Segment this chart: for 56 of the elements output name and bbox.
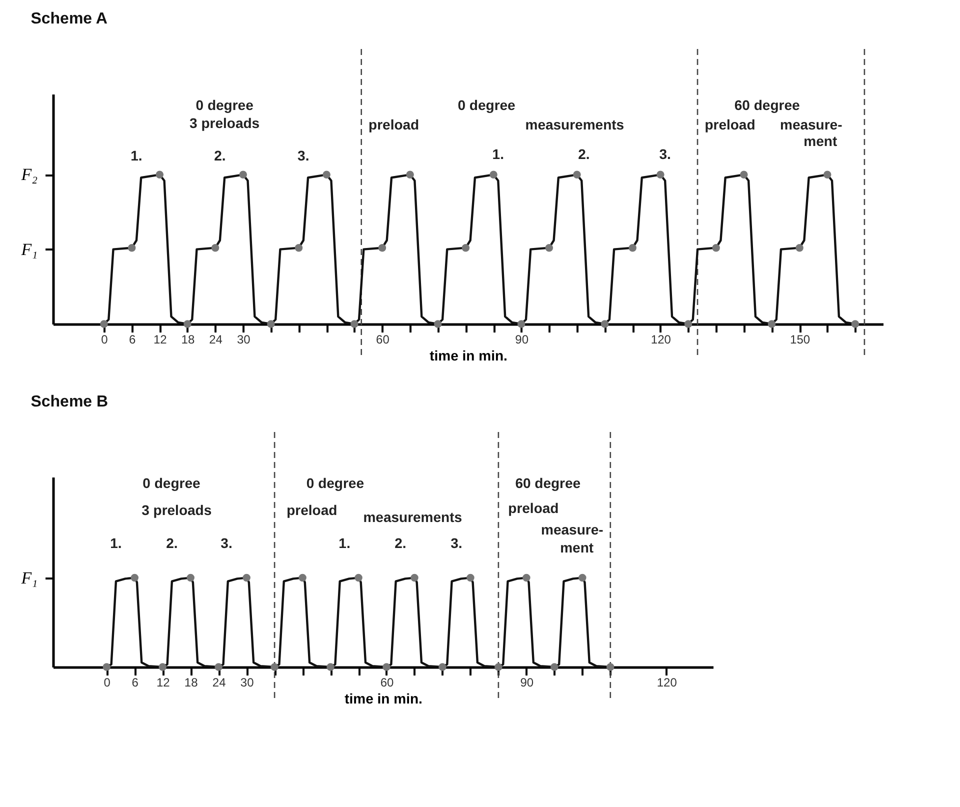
text: 3 preloads — [190, 114, 260, 131]
x-tick-label: 24 — [212, 676, 226, 690]
text: 0 degree — [306, 475, 364, 492]
text: F₂ — [20, 165, 38, 184]
text: F₁ — [20, 240, 38, 259]
x-tick-label: 0 — [104, 676, 111, 690]
x-tick-label: 90 — [520, 676, 534, 690]
x-tick-label: 18 — [181, 332, 195, 346]
text: F₁ — [20, 568, 38, 588]
x-tick-label: 90 — [515, 332, 529, 346]
text: 60 degree — [734, 96, 800, 113]
text: 0 degree — [142, 475, 200, 492]
x-axis-title: time in min. — [430, 348, 508, 364]
text: 1. — [492, 146, 504, 162]
text: 0 degree — [196, 96, 254, 113]
x-tick-label: 30 — [236, 332, 251, 346]
x-axis-title: time in min. — [344, 690, 422, 706]
x-tick-label: 60 — [380, 676, 394, 690]
text: measure- — [780, 116, 843, 132]
x-tick-label: 30 — [240, 676, 254, 690]
text: measurements — [363, 509, 462, 526]
text: 2. — [578, 146, 590, 162]
text: 1. — [110, 534, 122, 551]
x-tick-label: 12 — [156, 676, 170, 690]
x-tick-label: 150 — [790, 332, 810, 346]
text: preload — [368, 116, 420, 132]
x-tick-label: 6 — [132, 676, 139, 690]
text: 1. — [338, 534, 350, 551]
x-tick-label: 12 — [153, 332, 168, 346]
text: ment — [804, 132, 838, 149]
text: 3 preloads — [142, 502, 212, 518]
text: 0 degree — [458, 96, 516, 113]
text: 1. — [130, 148, 142, 164]
x-tick-label: 60 — [376, 332, 390, 346]
text: preload — [704, 116, 756, 132]
text: 2. — [214, 148, 226, 164]
text: measurements — [525, 116, 624, 132]
text: 60 degree — [515, 475, 581, 492]
text: preload — [286, 502, 338, 518]
text: preload — [508, 500, 559, 516]
text: 3. — [450, 534, 462, 551]
text: 2. — [394, 534, 406, 551]
chart-title: Scheme A — [30, 10, 108, 28]
text: measure- — [541, 522, 604, 538]
x-tick-label: 24 — [209, 332, 223, 346]
text: 3. — [659, 146, 671, 162]
text: 3. — [220, 534, 232, 551]
x-tick-label: 0 — [101, 332, 108, 346]
x-tick-label: 120 — [650, 332, 672, 346]
chart-title: Scheme B — [30, 393, 108, 410]
x-tick-label: 18 — [184, 676, 198, 690]
x-tick-label: 6 — [128, 332, 136, 346]
text: 3. — [298, 148, 310, 164]
x-tick-label: 120 — [656, 676, 678, 690]
text: 2. — [166, 534, 178, 551]
text: ment — [560, 539, 594, 556]
